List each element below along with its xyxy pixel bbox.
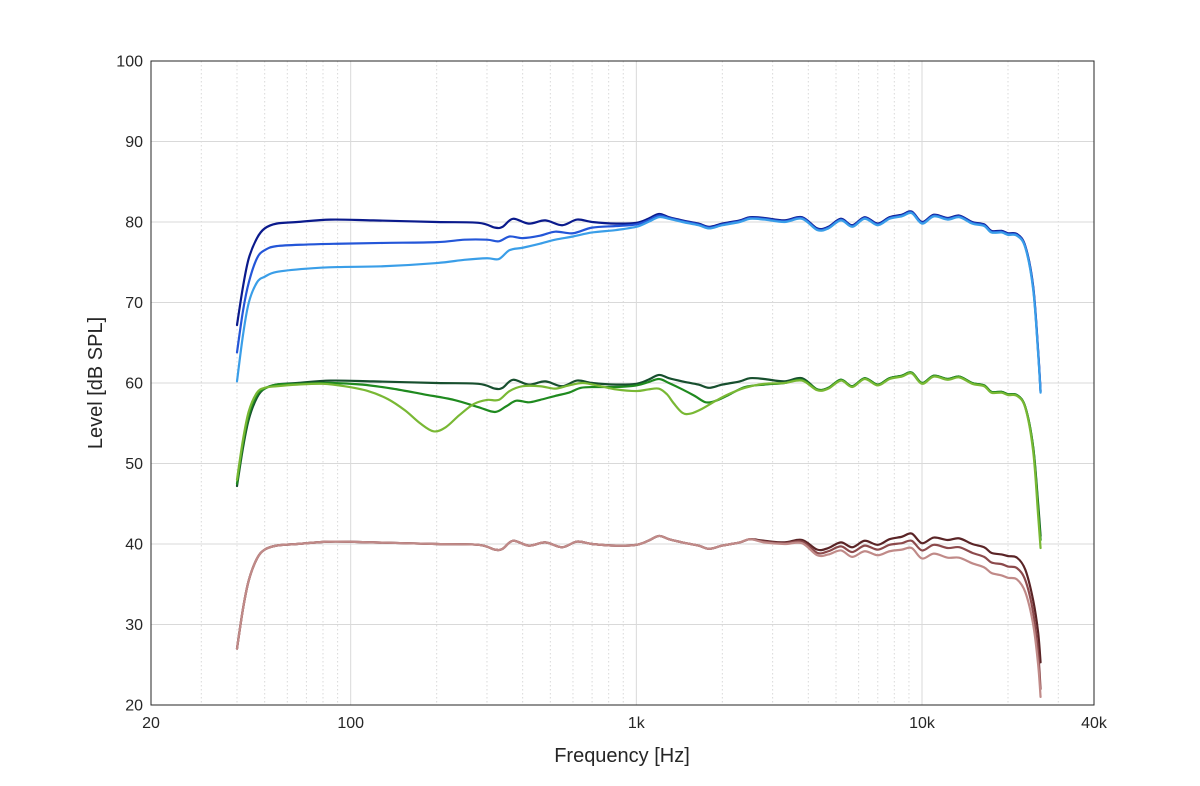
y-tick-label: 70 [125, 295, 143, 312]
series-line-1 [235, 210, 1042, 393]
y-tick-label: 100 [116, 54, 143, 71]
axes-frame [150, 60, 1095, 706]
series-line-8 [235, 534, 1042, 690]
series-line-2 [235, 210, 1042, 393]
x-tick-label: 100 [337, 715, 364, 732]
y-tick-label: 20 [125, 698, 143, 715]
y-axis-label: Level [dB SPL] [85, 317, 107, 449]
series-line-5 [235, 371, 1042, 542]
x-tick-label: 10k [909, 715, 936, 732]
x-tick-labels: 20 100 1k 10k 40k [142, 715, 1108, 732]
y-tick-label: 50 [125, 456, 143, 473]
x-tick-label: 20 [142, 715, 160, 732]
series-line-9 [235, 534, 1042, 699]
y-tick-label: 90 [125, 134, 143, 151]
series-line-6 [235, 371, 1042, 550]
x-tick-label: 40k [1081, 715, 1108, 732]
y-tick-label: 40 [125, 537, 143, 554]
series-line-7 [235, 532, 1042, 664]
y-tick-label: 60 [125, 376, 143, 393]
x-tick-label: 1k [628, 715, 646, 732]
y-tick-label: 30 [125, 617, 143, 634]
y-tick-labels: 20 30 40 50 60 70 80 90 100 [116, 54, 143, 715]
series-line-3 [235, 211, 1042, 394]
y-tick-label: 80 [125, 215, 143, 232]
series-group [235, 210, 1042, 699]
series-line-4 [235, 371, 1042, 538]
x-axis-label: Frequency [Hz] [554, 745, 690, 767]
